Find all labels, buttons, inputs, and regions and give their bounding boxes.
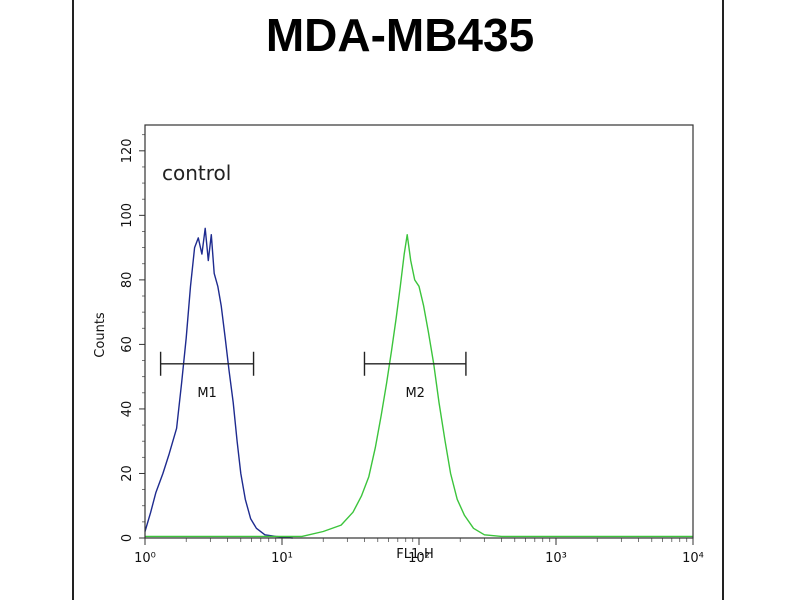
gate-label: M1 (197, 386, 217, 401)
control-annotation: control (162, 161, 231, 185)
x-tick-label: 10² (408, 551, 430, 566)
gate-markers: M1 M2 (159, 351, 467, 401)
plot-area-frame (144, 124, 694, 539)
image-border (72, 0, 724, 600)
y-tick-label: 20 (120, 465, 135, 482)
x-tick-label: 10⁴ (682, 551, 704, 566)
gate-marker-m1: M1 (159, 351, 255, 401)
series-layer (144, 227, 693, 539)
y-axis-label: Counts (93, 312, 108, 358)
x-tick-label: 10⁰ (134, 551, 156, 566)
histogram-series-2 (145, 234, 693, 538)
y-tick-label: 120 (120, 138, 135, 163)
axis-ticks: 0 20 40 60 80 100 120 10⁰ 10¹ 10² 10³ 10⁴ (120, 134, 704, 566)
y-tick-label: 60 (120, 336, 135, 353)
chart-title: MDA-MB435 (265, 9, 535, 61)
x-tick-label: 10¹ (271, 551, 293, 566)
histogram-series-1 (144, 227, 293, 539)
y-tick-label: 100 (120, 203, 135, 228)
y-tick-label: 0 (120, 534, 135, 542)
x-tick-label: 10³ (545, 551, 567, 566)
y-tick-label: 40 (120, 401, 135, 418)
y-tick-label: 80 (120, 272, 135, 289)
gate-marker-m2: M2 (363, 351, 467, 401)
axis-labels: control FL1-H Counts (93, 161, 434, 562)
gate-label: M2 (405, 386, 425, 401)
x-axis-label: FL1-H (396, 547, 433, 562)
